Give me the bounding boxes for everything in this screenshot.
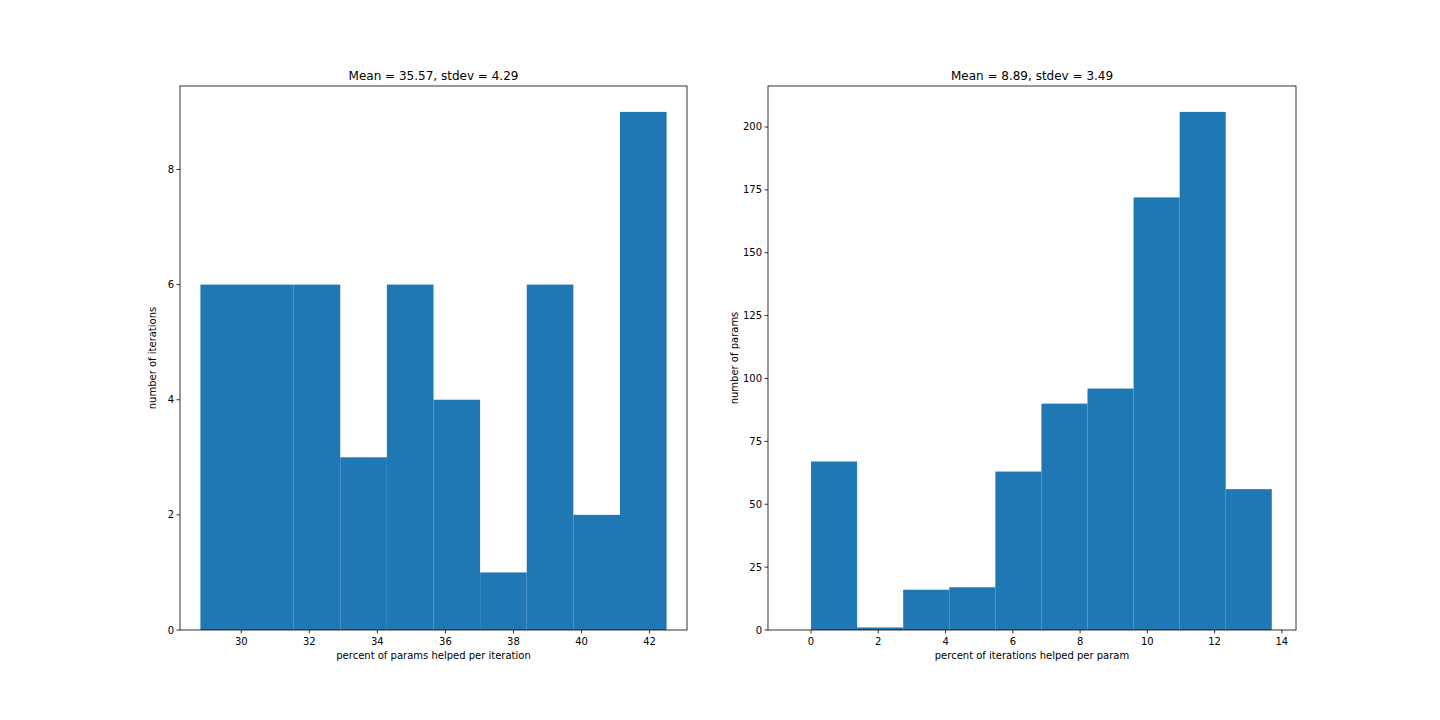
chart: 30 32 34 36 38 40 42 0 2 4 6 8 Mean = 35.57, stdev =… bbox=[147, 69, 687, 661]
x-tick bbox=[878, 630, 879, 634]
x-tick bbox=[241, 630, 242, 634]
x-tick-label: 40 bbox=[575, 636, 588, 647]
title: Mean = 35.57, stdev = 4.29 bbox=[349, 69, 519, 83]
x-tick-label: 42 bbox=[643, 636, 656, 647]
y-tick bbox=[765, 504, 769, 505]
x-tick-label: 12 bbox=[1208, 636, 1221, 647]
bar bbox=[200, 285, 247, 630]
y-tick bbox=[765, 378, 769, 379]
x-tick bbox=[1281, 630, 1282, 634]
y-tick bbox=[765, 441, 769, 442]
bar bbox=[294, 285, 341, 630]
y-axis-label: number of iterations bbox=[147, 307, 158, 409]
y-tick-label: 0 bbox=[756, 625, 762, 636]
bar bbox=[1134, 197, 1180, 630]
bars bbox=[200, 112, 666, 630]
x-tick bbox=[1214, 630, 1215, 634]
y-tick bbox=[177, 630, 181, 631]
x-tick bbox=[811, 630, 812, 634]
x-tick-label: 4 bbox=[942, 636, 948, 647]
x-tick-label: 6 bbox=[1010, 636, 1016, 647]
y-tick-label: 4 bbox=[168, 394, 174, 405]
y-tick-label: 100 bbox=[743, 373, 762, 384]
y-tick bbox=[765, 126, 769, 127]
y-tick bbox=[765, 315, 769, 316]
x-tick bbox=[445, 630, 446, 634]
x-tick-label: 38 bbox=[507, 636, 520, 647]
y-tick bbox=[177, 514, 181, 515]
title: Mean = 8.89, stdev = 3.49 bbox=[951, 69, 1113, 83]
bar bbox=[480, 572, 527, 630]
figure: 3032343638404202468Mean = 35.57, stdev =… bbox=[0, 0, 1440, 720]
bar bbox=[995, 472, 1041, 630]
x-tick-label: 32 bbox=[303, 636, 316, 647]
y-tick bbox=[177, 399, 181, 400]
y-tick-label: 2 bbox=[168, 509, 174, 520]
y-tick-label: 175 bbox=[743, 184, 762, 195]
y-tick bbox=[765, 189, 769, 190]
x-tick bbox=[513, 630, 514, 634]
y-tick-label: 50 bbox=[749, 499, 762, 510]
bar bbox=[949, 587, 995, 630]
x-tick bbox=[1147, 630, 1148, 634]
y-tick bbox=[765, 252, 769, 253]
y-tick-label: 25 bbox=[749, 562, 762, 573]
bars bbox=[811, 112, 1272, 630]
y-tick bbox=[177, 169, 181, 170]
x-axis-label: percent of iterations helped per param bbox=[935, 650, 1129, 661]
bar bbox=[387, 285, 434, 630]
x-tick-label: 8 bbox=[1077, 636, 1083, 647]
x-tick bbox=[1080, 630, 1081, 634]
bar bbox=[573, 515, 620, 630]
bar bbox=[903, 590, 949, 630]
x-tick-label: 14 bbox=[1276, 636, 1289, 647]
x-tick-label: 2 bbox=[875, 636, 881, 647]
x-tick bbox=[1012, 630, 1013, 634]
y-tick-label: 125 bbox=[743, 310, 762, 321]
bar bbox=[247, 285, 294, 630]
y-tick bbox=[177, 284, 181, 285]
x-tick-label: 34 bbox=[371, 636, 384, 647]
frame bbox=[180, 86, 687, 630]
x-tick-label: 36 bbox=[439, 636, 452, 647]
bar bbox=[1226, 489, 1272, 630]
x-tick bbox=[649, 630, 650, 634]
x-axis-label: percent of params helped per iteration bbox=[336, 650, 530, 661]
x-tick bbox=[377, 630, 378, 634]
x-tick-label: 30 bbox=[235, 636, 248, 647]
x-tick-label: 0 bbox=[808, 636, 814, 647]
x-tick-label: 10 bbox=[1141, 636, 1154, 647]
y-tick-label: 0 bbox=[168, 625, 174, 636]
y-tick-label: 75 bbox=[749, 436, 762, 447]
frame bbox=[768, 86, 1296, 630]
y-tick-label: 8 bbox=[168, 164, 174, 175]
bar bbox=[620, 112, 667, 630]
y-tick-label: 6 bbox=[168, 279, 174, 290]
bar bbox=[527, 285, 574, 630]
bar bbox=[340, 457, 387, 630]
x-tick bbox=[945, 630, 946, 634]
bar bbox=[434, 400, 481, 630]
bar bbox=[1087, 389, 1133, 630]
chart: 0 2 4 6 8 10 12 14 0 25 50 75 100 125 150 175 200 Mean = … bbox=[729, 69, 1296, 661]
y-axis-label: number of params bbox=[729, 312, 740, 405]
bar bbox=[811, 461, 857, 630]
x-tick bbox=[309, 630, 310, 634]
y-tick-label: 150 bbox=[743, 247, 762, 258]
y-tick-label: 200 bbox=[743, 121, 762, 132]
y-tick bbox=[765, 630, 769, 631]
background bbox=[0, 0, 1440, 720]
y-tick bbox=[765, 567, 769, 568]
bar bbox=[1180, 112, 1226, 630]
x-tick bbox=[581, 630, 582, 634]
bar bbox=[1041, 404, 1087, 630]
